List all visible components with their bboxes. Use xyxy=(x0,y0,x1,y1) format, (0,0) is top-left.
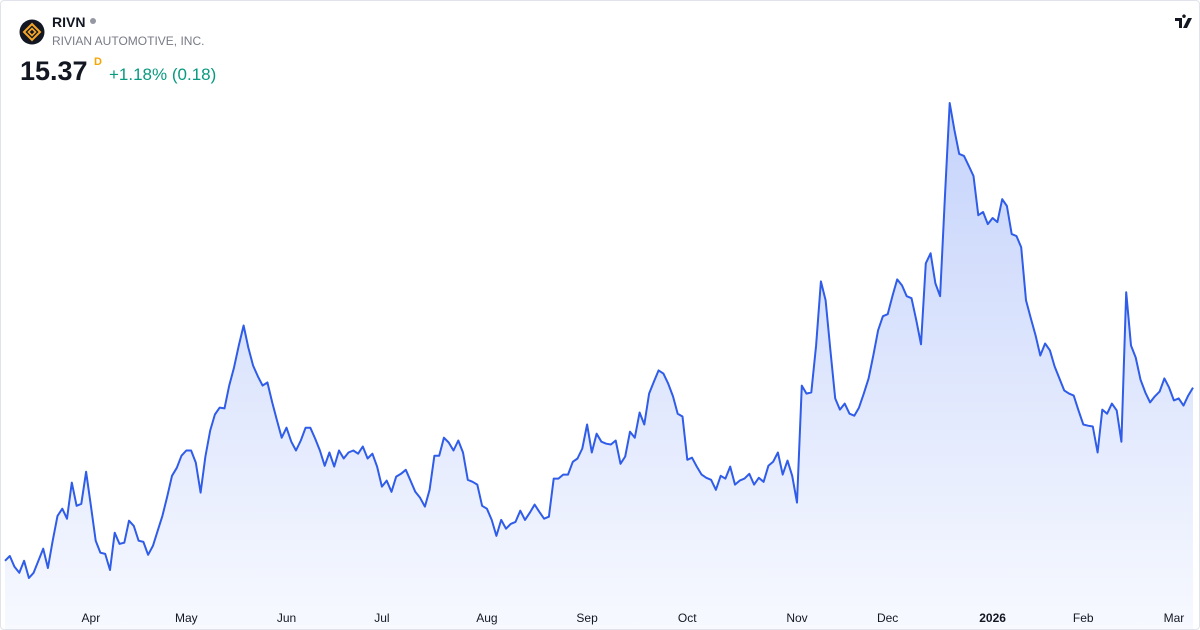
tradingview-logo[interactable] xyxy=(1169,9,1197,35)
price-flag: D xyxy=(94,56,102,68)
x-tick-label: Feb xyxy=(1073,611,1094,625)
x-tick-label: Jul xyxy=(374,611,389,625)
symbol: RIVN xyxy=(52,14,86,30)
price-change: +1.18% (0.18) xyxy=(109,65,217,84)
x-tick-label: Jun xyxy=(277,611,296,625)
x-tick-label: 2026 xyxy=(979,611,1006,625)
x-tick-label: Sep xyxy=(576,611,598,625)
logo xyxy=(19,19,45,45)
x-tick-label: Nov xyxy=(786,611,807,625)
area-fill xyxy=(5,103,1193,629)
x-tick-label: Dec xyxy=(877,611,898,625)
price: 15.37 xyxy=(20,56,88,86)
x-tick-label: Aug xyxy=(476,611,497,625)
x-tick-label: May xyxy=(175,611,198,625)
company-name: RIVIAN AUTOMOTIVE, INC. xyxy=(52,34,205,48)
x-tick-label: Oct xyxy=(678,611,697,625)
x-tick-label: Mar xyxy=(1164,611,1185,625)
status-dot xyxy=(90,18,96,24)
price-line xyxy=(4,102,1194,579)
x-tick-label: Apr xyxy=(82,611,101,625)
